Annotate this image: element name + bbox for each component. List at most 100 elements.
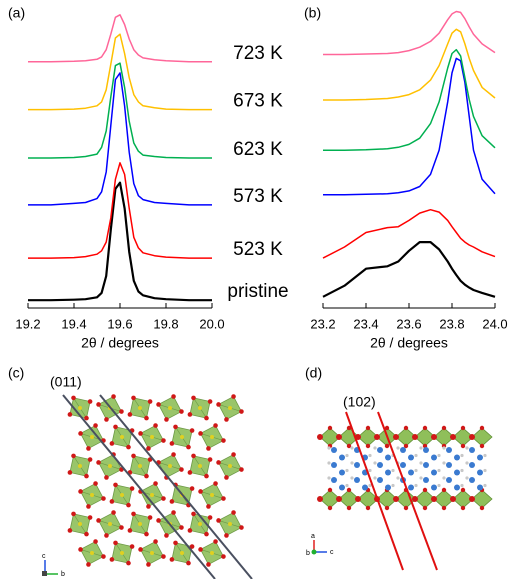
carbon-atom bbox=[354, 477, 360, 483]
oxygen-atom bbox=[239, 525, 244, 530]
oxygen-atom bbox=[148, 515, 153, 520]
oxygen-atom bbox=[126, 503, 131, 508]
data-line bbox=[323, 29, 495, 100]
oxygen-atom bbox=[216, 402, 221, 407]
oxygen-atom bbox=[404, 426, 408, 430]
oxygen-atom bbox=[119, 409, 124, 414]
hydrogen-atom bbox=[345, 454, 348, 457]
carbon-atom bbox=[423, 447, 429, 453]
oxygen-atom bbox=[171, 394, 176, 399]
hydrogen-atom bbox=[437, 454, 440, 457]
oxygen-atom bbox=[110, 441, 115, 446]
oxygen-atom bbox=[412, 434, 418, 440]
metal-atom bbox=[198, 464, 202, 468]
oxygen-atom bbox=[404, 506, 408, 510]
oxygen-atom bbox=[88, 515, 93, 520]
oxygen-atom bbox=[126, 561, 131, 566]
carbon-atom bbox=[385, 485, 391, 491]
carbon-atom bbox=[431, 485, 437, 491]
oxygen-atom bbox=[442, 506, 446, 510]
carbon-atom bbox=[408, 470, 414, 476]
oxygen-atom bbox=[198, 431, 203, 436]
axis-triad: a b c bbox=[306, 533, 334, 557]
panel-label: (d) bbox=[305, 365, 322, 381]
oxygen-atom bbox=[170, 499, 175, 504]
oxygen-atom bbox=[138, 547, 143, 552]
axis-letter: c bbox=[42, 553, 46, 560]
oxygen-atom bbox=[153, 423, 158, 428]
oxygen-atom bbox=[161, 554, 166, 559]
oxygen-atom bbox=[431, 434, 437, 440]
x-tick-label: 19.6 bbox=[107, 316, 132, 331]
hydrogen-atom bbox=[391, 484, 394, 487]
oxygen-atom bbox=[412, 496, 418, 502]
oxygen-atom bbox=[104, 475, 109, 480]
hydrogen-atom bbox=[327, 461, 330, 464]
oxygen-atom bbox=[208, 399, 213, 404]
carbon-atom bbox=[477, 470, 483, 476]
crystal-structure-c bbox=[68, 394, 244, 567]
oxygen-atom bbox=[68, 412, 73, 417]
oxygen-atom bbox=[93, 539, 98, 544]
oxygen-atom bbox=[96, 518, 101, 523]
carbon-atom bbox=[331, 447, 337, 453]
oxygen-atom bbox=[144, 416, 149, 421]
oxygen-atom bbox=[231, 452, 236, 457]
oxygen-atom bbox=[231, 510, 236, 515]
carbon-atom bbox=[446, 447, 452, 453]
oxygen-atom bbox=[130, 486, 135, 491]
axis-letter: a bbox=[311, 533, 315, 540]
oxygen-atom bbox=[393, 496, 399, 502]
x-tick-label: 19.8 bbox=[153, 316, 178, 331]
oxygen-atom bbox=[88, 457, 93, 462]
carbon-atom bbox=[339, 455, 345, 461]
oxygen-atom bbox=[173, 541, 178, 546]
hydrogen-atom bbox=[465, 461, 468, 464]
oxygen-atom bbox=[366, 426, 370, 430]
hydrogen-atom bbox=[419, 476, 422, 479]
oxygen-atom bbox=[328, 506, 332, 510]
oxygen-atom bbox=[328, 488, 332, 492]
metal-atom bbox=[120, 551, 124, 555]
metal-atom bbox=[210, 493, 214, 497]
carbon-atom bbox=[446, 462, 452, 468]
oxygen-atom bbox=[84, 416, 89, 421]
x-tick-label: 20.0 bbox=[199, 316, 224, 331]
data-line bbox=[28, 34, 212, 109]
oxygen-atom bbox=[128, 528, 133, 533]
hydrogen-atom bbox=[414, 454, 417, 457]
metal-atom bbox=[78, 522, 82, 526]
oxygen-atom bbox=[450, 434, 456, 440]
metal-atom bbox=[228, 406, 232, 410]
axis-triad: c b bbox=[42, 553, 65, 578]
carbon-atom bbox=[446, 477, 452, 483]
data-line bbox=[323, 58, 495, 194]
oxygen-atom bbox=[423, 506, 427, 510]
oxygen-atom bbox=[213, 539, 218, 544]
series-label: 623 K bbox=[233, 139, 283, 160]
hydrogen-atom bbox=[442, 446, 445, 449]
oxygen-atom bbox=[204, 532, 209, 537]
oxygen-atom bbox=[71, 512, 76, 517]
oxygen-atom bbox=[239, 409, 244, 414]
oxygen-atom bbox=[206, 504, 211, 509]
x-tick-label: 19.4 bbox=[61, 316, 86, 331]
hydrogen-atom bbox=[437, 469, 440, 472]
x-axis-label: 2θ / degrees bbox=[370, 335, 448, 351]
axis-letter: c bbox=[330, 549, 334, 556]
oxygen-atom bbox=[442, 488, 446, 492]
oxygen-atom bbox=[206, 446, 211, 451]
metal-atom bbox=[120, 493, 124, 497]
oxygen-atom bbox=[113, 483, 118, 488]
oxygen-atom bbox=[239, 467, 244, 472]
metal-atom bbox=[180, 551, 184, 555]
x-tick-label: 23.4 bbox=[353, 316, 378, 331]
oxygen-atom bbox=[144, 474, 149, 479]
metal-atom bbox=[120, 435, 124, 439]
oxygen-atom bbox=[101, 496, 106, 501]
data-line bbox=[323, 12, 495, 55]
oxygen-atom bbox=[374, 434, 380, 440]
oxygen-atom bbox=[68, 470, 73, 475]
series-label: pristine bbox=[227, 281, 288, 302]
oxygen-atom bbox=[221, 554, 226, 559]
